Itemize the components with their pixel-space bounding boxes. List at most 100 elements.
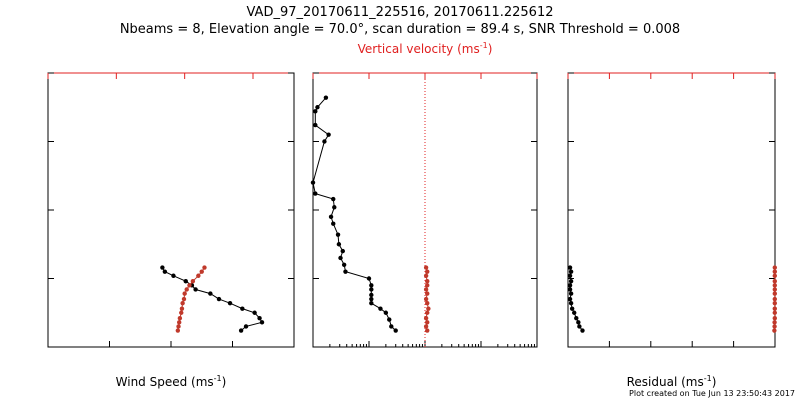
data-point <box>369 301 373 305</box>
data-point <box>570 306 574 310</box>
data-point <box>179 311 183 315</box>
data-point <box>176 324 180 328</box>
data-point <box>424 297 428 301</box>
data-point <box>202 265 206 269</box>
data-point <box>384 311 388 315</box>
data-point <box>425 269 429 273</box>
data-point <box>569 301 573 305</box>
data-point <box>177 320 181 324</box>
data-point <box>196 274 200 278</box>
data-point <box>343 269 347 273</box>
data-point <box>313 191 317 195</box>
data-point <box>772 324 776 328</box>
data-point <box>580 328 584 332</box>
figure-subtitle: Nbeams = 8, Elevation angle = 70.0°, sca… <box>120 22 680 37</box>
data-point <box>425 320 429 324</box>
data-point <box>568 274 572 278</box>
data-point <box>773 265 777 269</box>
data-point <box>773 269 777 273</box>
data-point <box>773 287 777 291</box>
data-point <box>568 287 572 291</box>
plot-created-footer: Plot created on Tue Jun 13 23:50:43 2017 <box>629 389 795 398</box>
data-point <box>163 269 167 273</box>
data-point <box>337 242 341 246</box>
data-point <box>239 328 243 332</box>
data-point <box>200 269 204 273</box>
x-top-axis-label: Vertical velocity (ms-1) <box>358 41 493 56</box>
data-point <box>773 306 777 310</box>
data-point <box>772 328 776 332</box>
data-point <box>425 311 429 315</box>
data-point <box>324 95 328 99</box>
data-point <box>387 317 391 321</box>
data-point <box>331 197 335 201</box>
data-point <box>208 291 212 295</box>
data-point <box>191 279 195 283</box>
data-point <box>394 328 398 332</box>
data-point <box>576 320 580 324</box>
data-point <box>329 215 333 219</box>
data-point <box>332 205 336 209</box>
data-point <box>424 316 428 320</box>
data-point <box>424 324 428 328</box>
data-point <box>425 279 429 283</box>
data-point <box>313 109 317 113</box>
data-point <box>187 283 191 287</box>
data-point <box>773 279 777 283</box>
data-point <box>773 301 777 305</box>
data-point <box>193 287 197 291</box>
data-point <box>313 123 317 127</box>
data-point <box>342 263 346 267</box>
x-axis-label: Wind Speed (ms-1) <box>116 374 227 389</box>
data-point <box>424 287 428 291</box>
data-point <box>425 328 429 332</box>
data-point <box>369 297 373 301</box>
data-point <box>378 306 382 310</box>
data-point <box>425 283 429 287</box>
data-point <box>424 274 428 278</box>
data-point <box>367 276 371 280</box>
data-point <box>772 320 776 324</box>
data-point <box>426 306 430 310</box>
data-point <box>185 287 189 291</box>
data-point <box>389 324 393 328</box>
data-point <box>773 311 777 315</box>
data-point <box>773 316 777 320</box>
data-point <box>217 297 221 301</box>
data-point <box>569 291 573 295</box>
data-point <box>341 249 345 253</box>
data-point <box>315 105 319 109</box>
data-point <box>425 291 429 295</box>
data-point <box>577 324 581 328</box>
data-point <box>228 301 232 305</box>
data-point <box>244 324 248 328</box>
data-point <box>424 265 428 269</box>
data-point <box>568 283 572 287</box>
data-point <box>569 279 573 283</box>
data-point <box>252 311 256 315</box>
data-point <box>182 297 186 301</box>
data-point <box>773 283 777 287</box>
data-point <box>568 297 572 301</box>
data-point <box>773 297 777 301</box>
data-point <box>369 293 373 297</box>
data-point <box>326 132 330 136</box>
data-point <box>180 301 184 305</box>
data-point <box>171 274 175 278</box>
data-point <box>369 287 373 291</box>
data-point <box>311 180 315 184</box>
data-point <box>322 139 326 143</box>
data-point <box>425 301 429 305</box>
x-axis-label: Residual (ms-1) <box>627 374 717 389</box>
data-point <box>331 222 335 226</box>
data-point <box>574 316 578 320</box>
data-point <box>773 291 777 295</box>
data-point <box>182 291 186 295</box>
data-point <box>572 311 576 315</box>
data-point <box>338 256 342 260</box>
figure-title: VAD_97_20170611_225516, 20170611.225612 <box>247 5 554 20</box>
data-point <box>260 320 264 324</box>
data-point <box>257 316 261 320</box>
